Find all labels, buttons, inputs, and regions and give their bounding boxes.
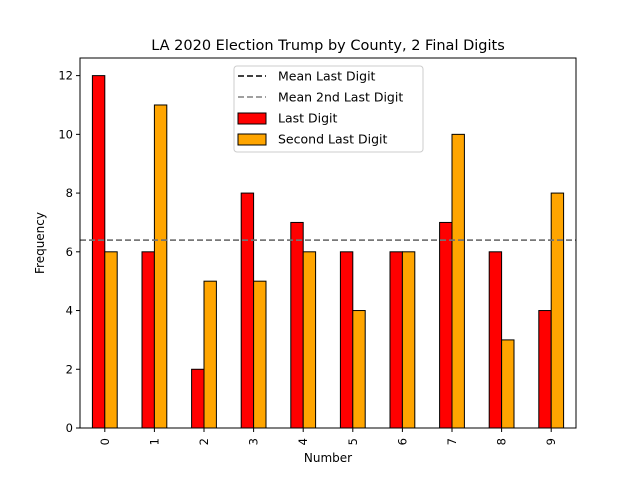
y-axis-label: Frequency	[33, 212, 47, 274]
bar-last-digit-9	[538, 310, 552, 429]
bar-last-digit-2	[191, 368, 205, 429]
y-axis: 0 2 4 6 8 10 12	[58, 69, 80, 435]
plot-frame	[79, 57, 577, 429]
x-tick-label-5: 5	[346, 438, 360, 445]
bar-last-digit-8	[488, 251, 503, 429]
chart-title: LA 2020 Election Trump by County, 2 Fina…	[151, 38, 505, 54]
legend-label-mean-last-digit: Mean Last Digit	[278, 69, 376, 84]
legend-label-last-digit: Last Digit	[278, 111, 338, 126]
legend-label-mean-2nd-last-digit: Mean 2nd Last Digit	[278, 90, 403, 105]
legend-box	[233, 65, 424, 153]
bar-second-last-digit-2	[203, 280, 217, 429]
bar-second-last-digit-1	[153, 104, 168, 429]
x-axis: 0 1 2 3 4 5 6 7 8 9	[98, 428, 558, 445]
bar-last-digit-0	[91, 75, 106, 429]
y-tick-label-6: 6	[66, 245, 73, 259]
bar-second-last-digit-9	[550, 192, 565, 429]
x-tick-label-4: 4	[296, 438, 310, 445]
bar-last-digit-4	[290, 221, 304, 429]
y-tick-label-2: 2	[66, 362, 73, 376]
x-tick-label-2: 2	[197, 438, 211, 445]
bar-last-digit-3	[240, 192, 255, 429]
bar-second-last-digit-4	[302, 251, 317, 429]
bars-layer	[91, 75, 565, 429]
bar-second-last-digit-7	[451, 133, 465, 429]
x-tick-label-8: 8	[495, 438, 509, 445]
bar-second-last-digit-0	[104, 251, 118, 429]
y-tick-label-12: 12	[58, 69, 73, 83]
legend-label-second-last-digit: Second Last Digit	[278, 132, 387, 147]
x-tick-label-3: 3	[247, 438, 261, 445]
bar-second-last-digit-8	[501, 339, 515, 429]
bar-last-digit-5	[339, 251, 354, 429]
legend-swatch-second-last-digit	[237, 133, 267, 146]
x-tick-label-6: 6	[395, 438, 409, 445]
x-axis-label: Number	[304, 451, 352, 465]
x-tick-label-7: 7	[445, 438, 459, 445]
y-tick-label-0: 0	[66, 421, 73, 435]
bar-second-last-digit-5	[352, 310, 366, 429]
legend-swatch-last-digit	[237, 112, 267, 125]
y-tick-label-10: 10	[58, 127, 73, 141]
bar-last-digit-6	[389, 251, 403, 429]
bar-last-digit-7	[439, 221, 453, 429]
y-tick-label-4: 4	[66, 304, 73, 318]
bar-last-digit-1	[141, 251, 155, 429]
bar-second-last-digit-6	[401, 251, 416, 429]
y-tick-label-8: 8	[66, 186, 73, 200]
x-tick-label-0: 0	[98, 438, 112, 445]
bar-second-last-digit-3	[253, 280, 267, 429]
legend: Mean Last Digit Mean 2nd Last Digit Last D…	[233, 65, 424, 153]
x-tick-label-9: 9	[544, 438, 558, 445]
x-tick-label-1: 1	[147, 438, 161, 445]
